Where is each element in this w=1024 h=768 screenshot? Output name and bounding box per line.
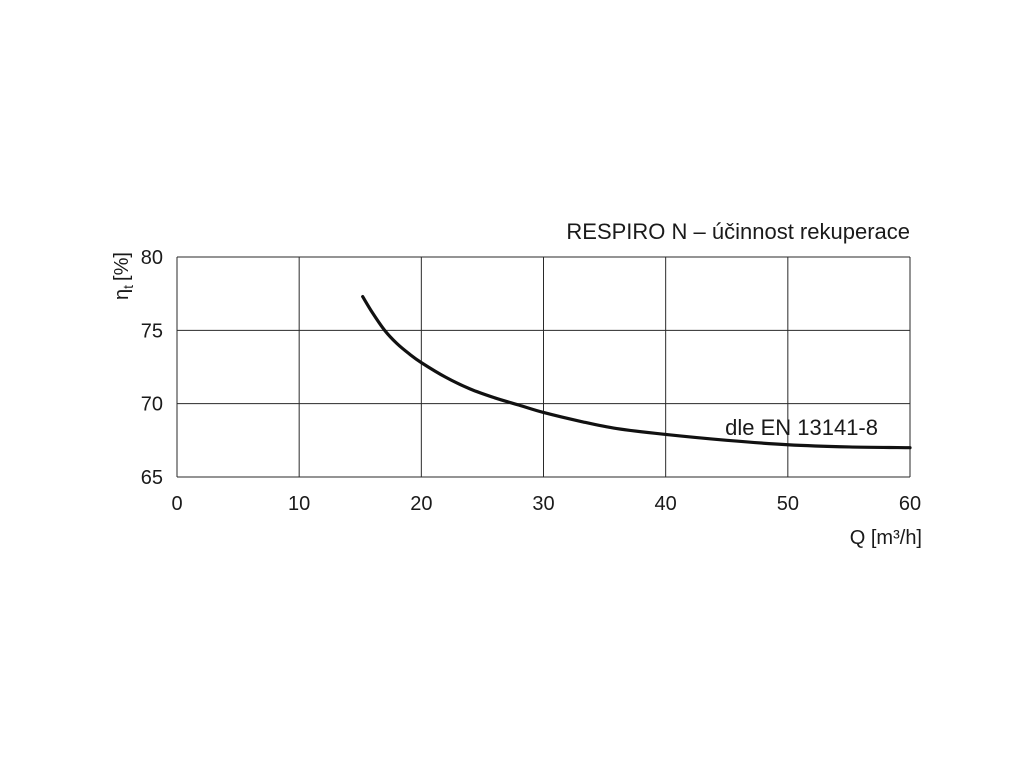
efficiency-curve bbox=[361, 295, 912, 450]
x-tick-label: 0 bbox=[171, 493, 182, 515]
x-tick-label: 50 bbox=[777, 493, 799, 515]
y-axis-unit: [%] bbox=[111, 252, 133, 281]
y-tick-label: 80 bbox=[141, 247, 163, 269]
x-tick-label: 20 bbox=[410, 493, 432, 515]
y-axis-label: ηt [%] bbox=[111, 252, 136, 300]
y-axis-symbol: η bbox=[111, 289, 133, 300]
chart-title: RESPIRO N – účinnost rekuperace bbox=[566, 219, 910, 244]
x-tick-label: 30 bbox=[532, 493, 554, 515]
x-axis-ticks: 0 10 20 30 40 50 60 bbox=[171, 493, 921, 515]
plot-grid bbox=[176, 256, 911, 478]
x-tick-label: 40 bbox=[655, 493, 677, 515]
standard-annotation: dle EN 13141-8 bbox=[725, 415, 878, 440]
y-axis-subscript: t bbox=[120, 285, 136, 289]
y-axis-ticks: 80 75 70 65 bbox=[141, 247, 163, 489]
x-tick-label: 60 bbox=[899, 493, 921, 515]
y-tick-label: 75 bbox=[141, 320, 163, 342]
x-tick-label: 10 bbox=[288, 493, 310, 515]
x-axis-label: Q [m³/h] bbox=[850, 527, 922, 549]
y-tick-label: 70 bbox=[141, 394, 163, 416]
y-tick-label: 65 bbox=[141, 467, 163, 489]
